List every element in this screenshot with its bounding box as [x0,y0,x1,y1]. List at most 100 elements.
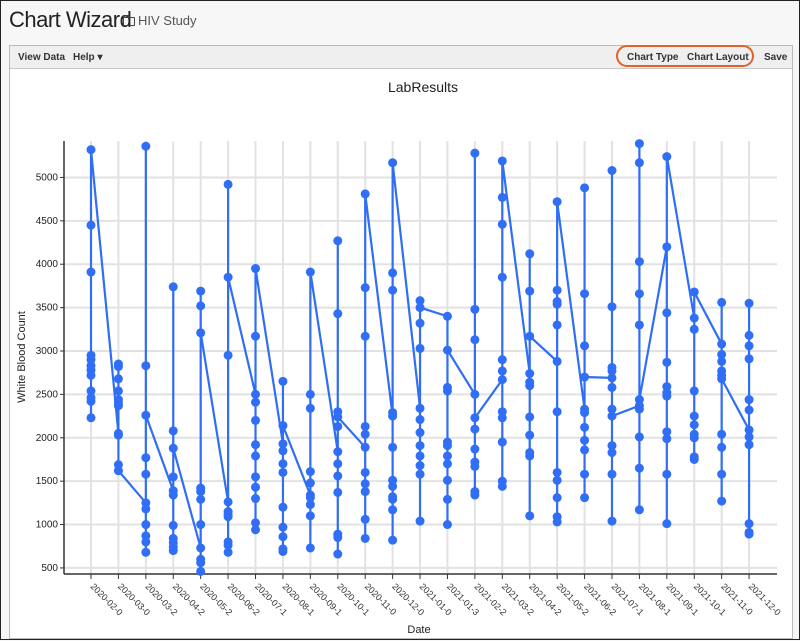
data-point[interactable] [580,435,590,445]
data-point[interactable] [113,374,123,384]
data-point[interactable] [442,459,452,469]
data-point[interactable] [744,519,754,529]
data-point[interactable] [580,469,590,479]
data-point[interactable] [689,420,699,430]
data-point[interactable] [552,197,562,207]
data-point[interactable] [278,421,288,431]
data-point[interactable] [552,407,562,417]
data-point[interactable] [662,152,672,162]
data-point[interactable] [415,403,425,413]
data-point[interactable] [580,372,590,382]
data-point[interactable] [580,183,590,193]
data-point[interactable] [607,166,617,176]
data-point[interactable] [333,236,343,246]
data-point[interactable] [333,459,343,469]
data-point[interactable] [415,428,425,438]
data-point[interactable] [278,532,288,542]
data-point[interactable] [415,296,425,306]
data-point[interactable] [141,141,151,151]
data-point[interactable] [360,487,370,497]
data-point[interactable] [278,546,288,556]
data-point[interactable] [141,531,151,541]
data-point[interactable] [607,404,617,414]
data-point[interactable] [442,437,452,447]
data-point[interactable] [278,522,288,532]
data-point[interactable] [360,421,370,431]
data-point[interactable] [497,366,507,376]
chart-layout-button[interactable]: Chart Layout [687,52,749,63]
data-point[interactable] [662,434,672,444]
data-point[interactable] [305,267,315,277]
data-point[interactable] [333,529,343,539]
data-point[interactable] [634,289,644,299]
data-point[interactable] [196,554,206,564]
save-button[interactable]: Save [764,52,788,63]
data-point[interactable] [717,496,727,506]
data-point[interactable] [251,440,261,450]
data-point[interactable] [552,356,562,366]
data-point[interactable] [717,469,727,479]
data-point[interactable] [388,268,398,278]
data-point[interactable] [607,382,617,392]
data-point[interactable] [607,373,617,383]
data-point[interactable] [689,454,699,464]
data-point[interactable] [305,511,315,521]
data-point[interactable] [470,444,480,454]
data-point[interactable] [552,285,562,295]
data-point[interactable] [251,451,261,461]
data-point[interactable] [662,469,672,479]
data-point[interactable] [305,543,315,553]
data-point[interactable] [251,472,261,482]
data-point[interactable] [470,413,480,423]
data-point[interactable] [388,442,398,452]
data-point[interactable] [223,179,233,189]
data-point[interactable] [744,440,754,450]
data-point[interactable] [141,469,151,479]
data-point[interactable] [607,516,617,526]
data-point[interactable] [305,403,315,413]
data-point[interactable] [497,156,507,166]
data-point[interactable] [223,547,233,557]
data-point[interactable] [689,433,699,443]
data-point[interactable] [689,313,699,323]
data-point[interactable] [442,475,452,485]
data-point[interactable] [223,350,233,360]
chart-type-button[interactable]: Chart Type [627,52,679,63]
data-point[interactable] [251,518,261,528]
data-point[interactable] [168,533,178,543]
data-point[interactable] [223,507,233,517]
data-point[interactable] [86,350,96,360]
data-point[interactable] [497,192,507,202]
data-point[interactable] [415,469,425,479]
data-point[interactable] [552,467,562,477]
data-point[interactable] [497,272,507,282]
data-point[interactable] [525,377,535,387]
data-point[interactable] [196,301,206,311]
data-point[interactable] [442,382,452,392]
data-point[interactable] [141,361,151,371]
folder-link[interactable]: HIV Study [123,13,197,28]
data-point[interactable] [360,283,370,293]
data-point[interactable] [86,393,96,403]
data-point[interactable] [634,505,644,515]
data-point[interactable] [251,494,261,504]
data-point[interactable] [360,442,370,452]
data-point[interactable] [470,304,480,314]
data-point[interactable] [470,389,480,399]
data-point[interactable] [497,375,507,385]
data-point[interactable] [168,282,178,292]
data-point[interactable] [113,401,123,411]
data-point[interactable] [470,487,480,497]
data-point[interactable] [196,494,206,504]
data-point[interactable] [525,448,535,458]
data-point[interactable] [717,356,727,366]
data-point[interactable] [607,448,617,458]
data-point[interactable] [580,493,590,503]
data-point[interactable] [442,520,452,530]
data-point[interactable] [415,415,425,425]
data-point[interactable] [744,354,754,364]
data-point[interactable] [442,345,452,355]
data-point[interactable] [113,386,123,396]
data-point[interactable] [552,512,562,522]
data-point[interactable] [168,490,178,500]
